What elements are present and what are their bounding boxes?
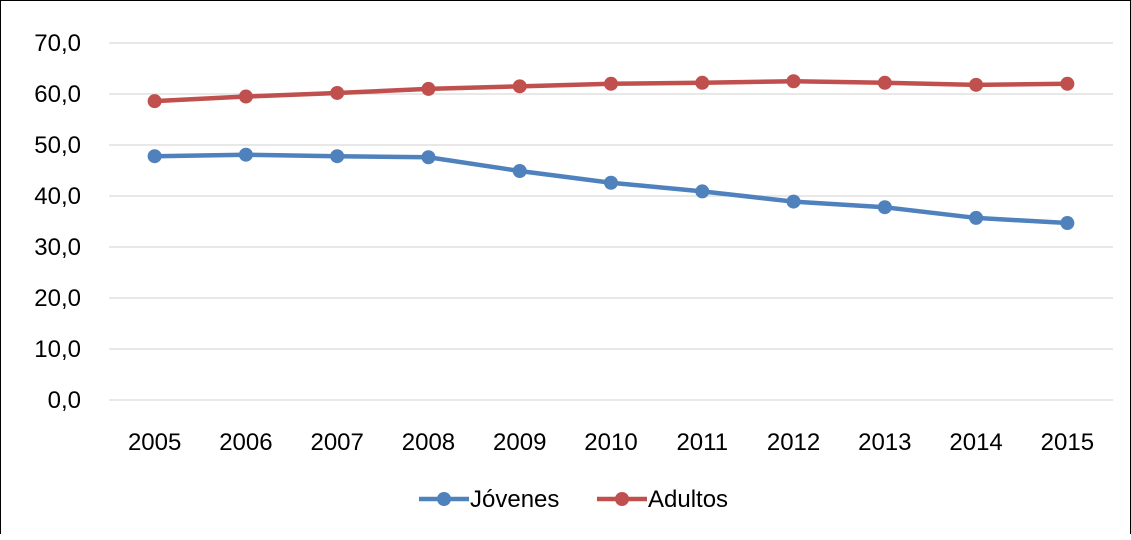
- data-point: [421, 150, 436, 165]
- series-0: [147, 147, 1075, 231]
- x-tick-label: 2012: [767, 429, 820, 456]
- y-tick-label: 40,0: [34, 183, 81, 210]
- data-point: [330, 149, 345, 164]
- data-point: [421, 81, 436, 96]
- data-point: [1060, 76, 1075, 91]
- x-tick-label: 2006: [219, 429, 272, 456]
- legend-item: Jóvenes: [419, 486, 559, 513]
- x-tick-label: 2011: [676, 429, 728, 456]
- data-point: [969, 77, 984, 92]
- data-point: [604, 76, 618, 91]
- data-point: [147, 149, 162, 164]
- data-point: [877, 75, 892, 90]
- x-tick-label: 2013: [858, 429, 911, 456]
- y-tick-label: 0,0: [48, 387, 81, 414]
- data-point: [604, 175, 618, 190]
- series-layer: [147, 74, 1075, 231]
- x-tick-label: 2007: [310, 429, 363, 456]
- y-tick-label: 50,0: [34, 132, 81, 159]
- y-tick-label: 10,0: [34, 336, 81, 363]
- y-tick-label: 70,0: [34, 30, 81, 57]
- data-point: [238, 89, 253, 104]
- series-1: [147, 74, 1075, 109]
- data-point: [877, 200, 892, 215]
- y-axis-ticks: 0,0 10,0 20,0 30,0 40,0 50,0 60,0 70,0: [34, 30, 81, 414]
- data-point: [786, 194, 801, 209]
- data-point: [786, 74, 801, 89]
- data-point: [238, 147, 253, 162]
- x-tick-label: 2009: [493, 429, 546, 456]
- data-point: [1060, 216, 1075, 231]
- legend: Jóvenes Adultos: [419, 486, 728, 513]
- data-point: [147, 94, 162, 109]
- x-tick-label: 2010: [584, 429, 637, 456]
- data-point: [330, 85, 345, 100]
- data-point: [512, 79, 527, 94]
- legend-marker: [615, 492, 629, 506]
- legend-label: Jóvenes: [470, 486, 559, 513]
- legend-item: Adultos: [597, 486, 728, 513]
- x-tick-label: 2005: [128, 429, 181, 456]
- y-tick-label: 20,0: [34, 285, 81, 312]
- legend-label: Adultos: [648, 486, 728, 513]
- legend-marker: [437, 492, 451, 506]
- y-tick-label: 30,0: [34, 234, 81, 261]
- data-point: [969, 210, 984, 225]
- data-point: [512, 164, 527, 179]
- y-tick-label: 60,0: [34, 81, 81, 108]
- data-point: [695, 75, 710, 90]
- x-tick-label: 2014: [949, 429, 1002, 456]
- x-axis-ticks: 2005 2006 2007 2008 2009 2010 2011 2012 2013 2014…: [128, 429, 1094, 456]
- data-point: [695, 184, 710, 199]
- x-tick-label: 2015: [1041, 429, 1094, 456]
- x-tick-label: 2008: [402, 429, 455, 456]
